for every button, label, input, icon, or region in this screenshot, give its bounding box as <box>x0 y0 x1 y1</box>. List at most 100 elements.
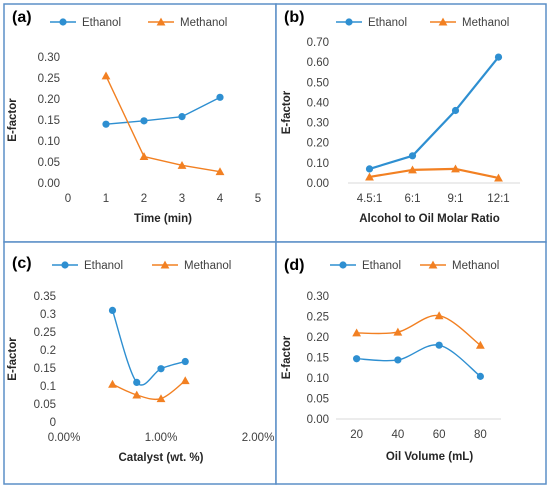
x-tick-label: 12:1 <box>487 193 509 205</box>
panel-border <box>275 241 547 485</box>
x-axis-title: Oil Volume (mL) <box>386 451 473 463</box>
x-tick-label: 5 <box>255 193 261 205</box>
x-tick-label: 1.00% <box>145 432 178 444</box>
data-point-methanol <box>352 328 362 337</box>
y-tick-label: 0.30 <box>38 52 60 64</box>
data-point-ethanol <box>178 113 186 121</box>
x-tick-label: 4.5:1 <box>357 193 383 205</box>
data-point-ethanol <box>157 365 165 373</box>
data-point-methanol <box>365 172 374 181</box>
y-tick-label: 0.20 <box>307 332 329 344</box>
legend-marker-methanol <box>160 260 170 269</box>
panel-label: (a) <box>12 9 32 26</box>
y-tick-label: 0.30 <box>307 291 329 303</box>
y-tick-label: 0.05 <box>38 157 60 169</box>
data-point-ethanol <box>451 106 460 115</box>
x-tick-label: 4 <box>217 193 224 205</box>
series-ethanol <box>108 306 189 386</box>
series-line-methanol <box>369 167 499 180</box>
data-point-ethanol <box>408 152 417 160</box>
data-point-methanol <box>177 160 187 169</box>
y-axis-title: E-factor <box>7 98 19 142</box>
series-ethanol <box>102 93 224 128</box>
x-tick-label: 1 <box>103 193 109 205</box>
data-point-ethanol <box>102 120 110 128</box>
series-ethanol <box>365 53 503 173</box>
x-tick-label: 6:1 <box>405 193 421 205</box>
legend-marker-ethanol <box>345 18 353 26</box>
y-tick-label: 0.20 <box>38 94 60 106</box>
y-tick-label: 0.00 <box>307 414 329 426</box>
y-tick-label: 0.15 <box>307 353 329 365</box>
panel-label: (b) <box>284 9 304 26</box>
x-tick-label: 3 <box>179 193 185 205</box>
y-tick-label: 0.1 <box>40 381 56 393</box>
y-axis-title: E-factor <box>281 90 293 134</box>
y-tick-label: 0.15 <box>34 363 56 375</box>
legend-marker-ethanol <box>339 261 347 269</box>
series-methanol <box>101 71 225 176</box>
panel-a: 0.00 0.05 0.10 0.15 0.20 0.25 0.30 0 1 2 3 4 5 Time (… <box>3 3 277 243</box>
y-tick-label: 0.00 <box>38 178 60 190</box>
legend-marker-methanol <box>438 17 448 26</box>
data-point-methanol <box>108 379 117 388</box>
data-point-methanol <box>494 173 503 182</box>
data-point-methanol <box>408 165 417 174</box>
x-tick-label: 0.00% <box>48 432 81 444</box>
y-tick-label: 0 <box>50 417 56 429</box>
y-tick-label: 0.2 <box>40 345 56 357</box>
y-tick-label: 0.30 <box>307 118 329 130</box>
legend-marker-methanol <box>428 260 438 269</box>
data-point-ethanol <box>353 355 361 363</box>
data-point-ethanol <box>181 357 189 366</box>
x-tick-label: 9:1 <box>448 193 464 205</box>
y-tick-label: 0.3 <box>40 309 56 321</box>
y-tick-label: 0.25 <box>38 73 60 85</box>
legend: Ethanol Methanol <box>50 17 227 29</box>
y-tick-label: 0.00 <box>307 178 329 190</box>
x-tick-label: 0 <box>65 193 71 205</box>
series-line-methanol <box>356 314 481 346</box>
x-tick-label: 60 <box>433 429 446 441</box>
y-axis-title: E-factor <box>281 335 293 379</box>
panel-c: 0 0.05 0.1 0.15 0.2 0.25 0.3 0.35 0.00% 1.00% 2.00… <box>3 241 277 485</box>
data-point-methanol <box>156 394 166 403</box>
panel-d: 0.00 0.05 0.10 0.15 0.20 0.25 0.30 20 40 60 80Oil … <box>275 241 547 485</box>
y-tick-label: 0.05 <box>34 399 56 411</box>
y-tick-label: 0.60 <box>307 57 329 69</box>
data-point-ethanol <box>476 372 484 380</box>
data-point-ethanol <box>108 306 117 314</box>
data-point-ethanol <box>435 341 443 349</box>
y-tick-label: 0.05 <box>307 394 329 406</box>
y-tick-label: 0.15 <box>38 115 60 127</box>
data-point-methanol <box>215 167 225 176</box>
y-axis-title: E-factor <box>7 337 19 381</box>
x-axis-title: Catalyst (wt. %) <box>119 452 204 464</box>
legend-label-methanol: Methanol <box>180 17 227 29</box>
x-axis-title: Time (min) <box>134 213 192 225</box>
series-line-ethanol <box>369 56 500 170</box>
data-point-ethanol <box>365 165 374 173</box>
series-line-methanol <box>112 380 186 401</box>
x-tick-label: 40 <box>391 429 404 441</box>
data-point-methanol <box>101 71 111 80</box>
x-tick-label: 2 <box>141 193 147 205</box>
data-point-methanol <box>393 327 403 336</box>
y-tick-label: 0.25 <box>34 327 56 339</box>
legend: Ethanol Methanol <box>330 260 499 272</box>
series-methanol <box>108 376 190 403</box>
legend-label-methanol: Methanol <box>184 260 231 272</box>
y-tick-label: 0.25 <box>307 312 329 324</box>
data-point-methanol <box>475 340 485 349</box>
panel-border <box>275 3 547 243</box>
data-point-ethanol <box>140 117 148 125</box>
series-methanol <box>352 311 485 349</box>
y-tick-label: 0.20 <box>307 138 329 150</box>
panel-label: (d) <box>284 257 304 274</box>
y-tick-label: 0.40 <box>307 97 329 109</box>
x-tick-label: 20 <box>350 429 363 441</box>
legend-label-methanol: Methanol <box>462 17 509 29</box>
legend-label-ethanol: Ethanol <box>368 17 407 29</box>
legend-label-ethanol: Ethanol <box>362 260 401 272</box>
